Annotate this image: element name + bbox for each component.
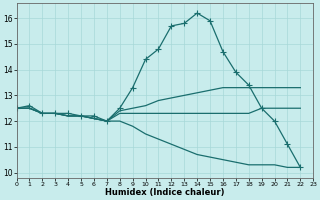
X-axis label: Humidex (Indice chaleur): Humidex (Indice chaleur) (105, 188, 225, 197)
